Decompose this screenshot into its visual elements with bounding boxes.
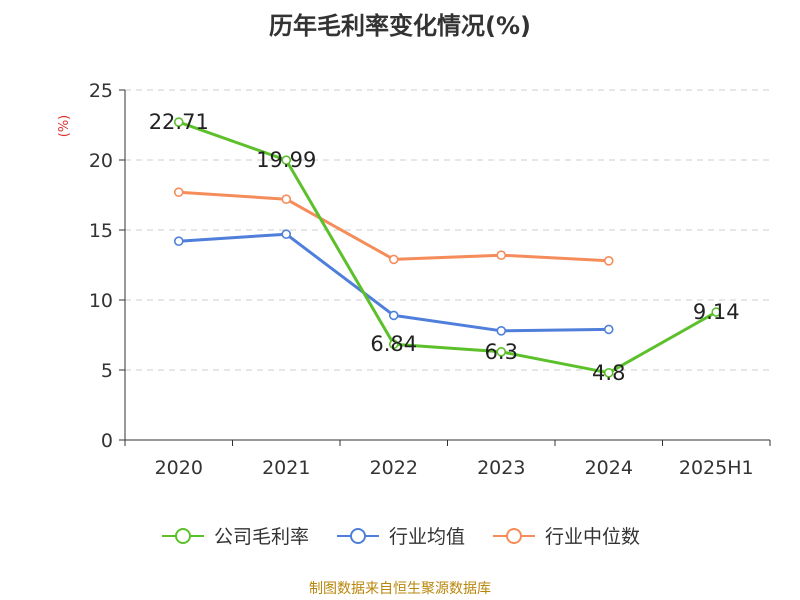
legend-swatch-circle: [349, 527, 366, 544]
y-tick-label: 25: [89, 80, 113, 102]
data-point-2: [496, 250, 507, 260]
legend-item[interactable]: 行业中位数: [491, 522, 640, 549]
data-label: 19.99: [256, 148, 316, 172]
data-point-2: [603, 255, 614, 266]
legend-swatch-icon: [336, 527, 379, 544]
legend: 公司毛利率 行业均值 行业中位数: [0, 522, 800, 549]
series-lines: [173, 117, 722, 378]
legend-item[interactable]: 行业均值: [335, 522, 465, 549]
legend-label: 公司毛利率: [213, 526, 309, 548]
data-point-1: [281, 229, 292, 239]
data-point-1: [173, 236, 184, 246]
data-label: 4.8: [592, 361, 625, 385]
data-point-2: [388, 254, 399, 265]
series-line-0: [178, 120, 717, 375]
y-tick-label: 0: [101, 430, 113, 452]
x-tick-label: 2021: [262, 457, 310, 479]
y-tick-label: 10: [89, 290, 113, 312]
legend-item[interactable]: 公司毛利率: [160, 522, 309, 549]
data-labels: 22.71 19.99 6.84 6.3 4.8 9.14: [149, 110, 740, 385]
data-point-0: [603, 367, 614, 378]
x-tick-label: 2020: [155, 457, 203, 479]
x-tick-label: 2024: [585, 457, 633, 479]
data-point-1: [496, 325, 507, 336]
data-point-0: [711, 307, 722, 317]
legend-swatch-circle: [506, 527, 522, 544]
grid-lines: [125, 89, 770, 371]
axes: 0 5 10 15 20 25 2020 2021 2022 2023 2024 2025H1: [89, 80, 771, 479]
data-point-0: [281, 155, 292, 165]
x-tick-label: 2023: [477, 457, 525, 479]
chart-title: 历年毛利率变化情况(%): [269, 12, 531, 40]
source-note: 制图数据来自恒生聚源数据库: [309, 581, 491, 597]
data-point-0: [496, 346, 507, 357]
legend-label: 行业均值: [388, 526, 465, 548]
y-tick-label: 20: [89, 150, 113, 172]
data-label: 6.3: [485, 340, 518, 364]
legend-swatch-icon: [161, 527, 204, 544]
data-point-1: [603, 324, 614, 335]
data-label: 22.71: [149, 110, 209, 134]
data-label: 6.84: [370, 332, 417, 356]
y-tick-label: 5: [101, 360, 113, 382]
series-line-2: [178, 190, 609, 263]
legend-swatch-icon: [493, 527, 535, 544]
data-point-2: [281, 194, 292, 204]
data-label: 9.14: [693, 300, 740, 324]
data-point-0: [173, 117, 184, 127]
x-tick-label: 2022: [370, 457, 418, 479]
data-point-1: [388, 310, 399, 321]
y-axis-unit-label: (%): [57, 115, 72, 138]
y-tick-label: 15: [89, 220, 113, 242]
legend-label: 行业中位数: [545, 526, 641, 548]
data-point-0: [388, 339, 399, 350]
x-tick-label: 2025H1: [679, 457, 754, 479]
data-point-2: [173, 187, 184, 197]
legend-swatch-circle: [174, 527, 191, 544]
